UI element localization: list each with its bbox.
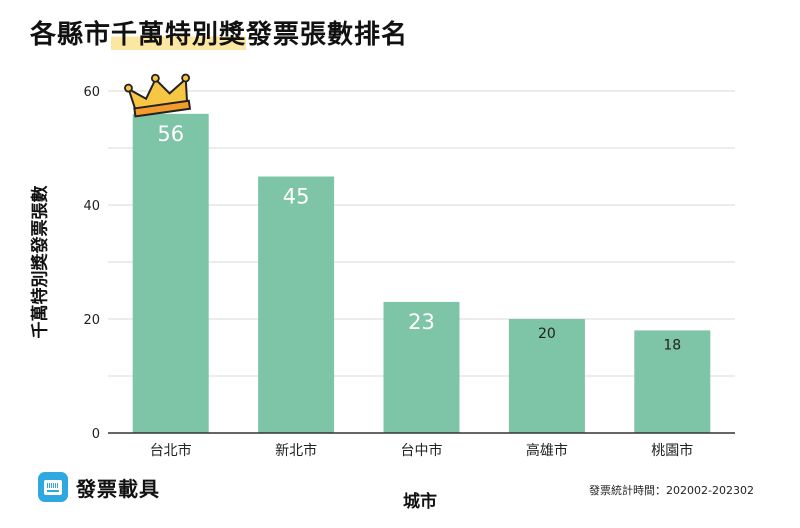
crown-icon (124, 73, 192, 118)
data-period-note: 發票統計時間：202002-202302 (589, 484, 754, 497)
title-highlight: 千萬特別獎 (111, 20, 247, 50)
x-tick-label: 新北市 (275, 442, 317, 459)
page-title: 各縣市千萬特別獎發票張數排名 (30, 14, 408, 51)
data-label: 23 (408, 310, 435, 334)
barcode-card-icon (38, 472, 68, 502)
data-label: 45 (283, 185, 310, 209)
bar (634, 330, 711, 433)
bar (508, 319, 585, 433)
x-tick-label: 桃園市 (651, 442, 693, 459)
bar (132, 113, 209, 434)
y-tick-label: 0 (92, 427, 100, 442)
data-label: 56 (157, 122, 184, 146)
data-label: 18 (663, 337, 681, 353)
y-axis-label: 千萬特別獎發票張數 (30, 185, 51, 339)
y-tick-label: 20 (83, 313, 100, 328)
bar (258, 176, 335, 433)
x-tick-label: 台中市 (401, 442, 443, 459)
title-part-1: 各縣市 (30, 20, 112, 50)
brand-name: 發票載具 (76, 476, 160, 501)
y-tick-label: 60 (83, 85, 100, 100)
brand-logo: 發票載具 (38, 472, 160, 502)
title-part-2: 發票張數排名 (246, 20, 409, 50)
x-tick-label: 台北市 (150, 442, 192, 459)
bar (383, 301, 460, 433)
x-axis-label: 城市 (403, 492, 437, 512)
data-label: 20 (538, 326, 556, 342)
y-tick-label: 40 (83, 199, 100, 214)
x-tick-label: 高雄市 (526, 442, 568, 459)
